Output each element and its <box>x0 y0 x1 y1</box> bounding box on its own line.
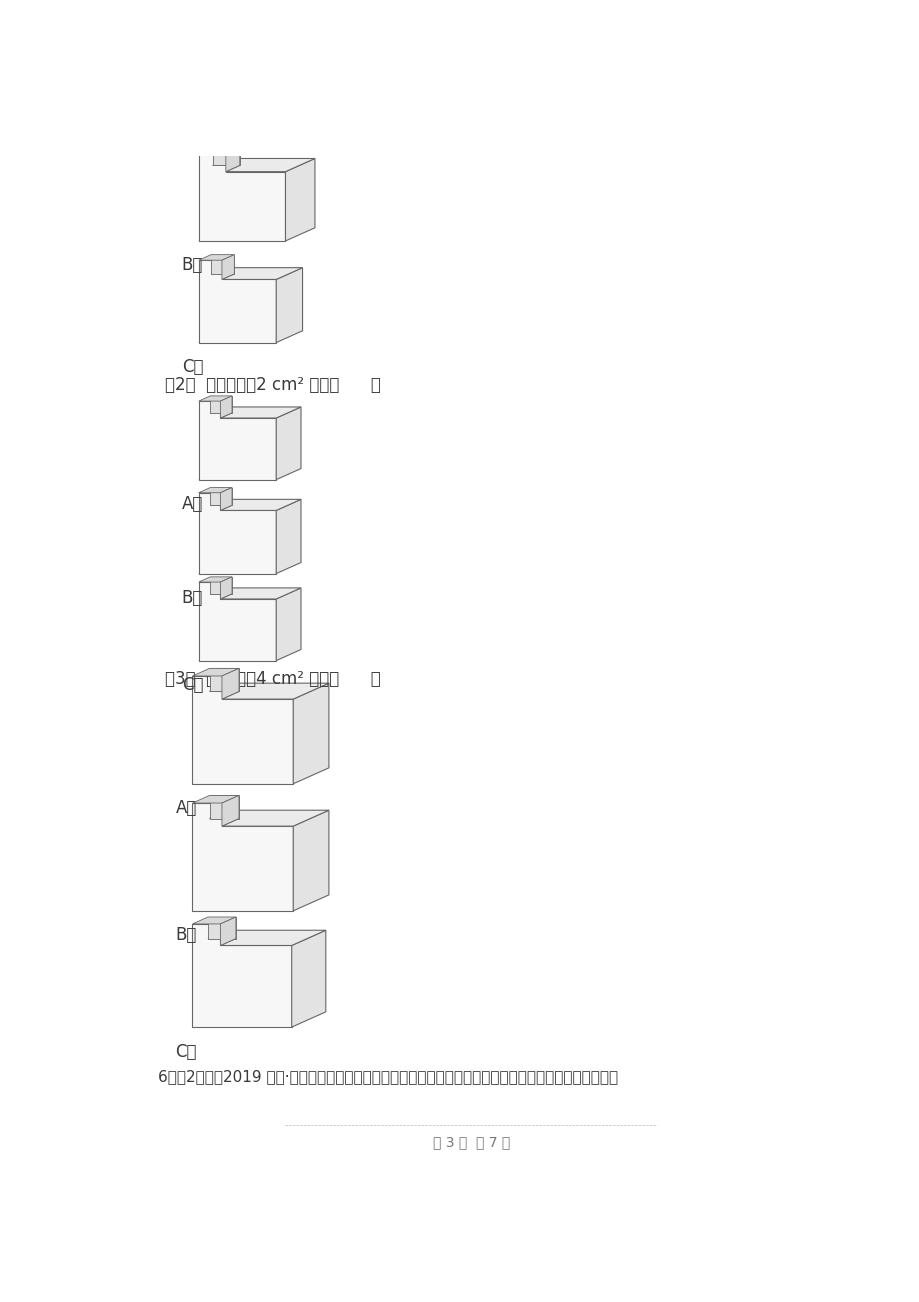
Polygon shape <box>210 268 302 280</box>
Polygon shape <box>199 487 232 492</box>
Polygon shape <box>199 255 234 260</box>
Polygon shape <box>210 684 329 699</box>
Polygon shape <box>221 255 234 280</box>
Text: B．: B． <box>181 256 203 275</box>
Text: B．: B． <box>176 926 197 944</box>
Polygon shape <box>221 577 232 599</box>
Polygon shape <box>293 684 329 784</box>
Polygon shape <box>199 396 232 401</box>
Polygon shape <box>225 143 240 172</box>
Polygon shape <box>199 143 240 150</box>
Polygon shape <box>276 500 301 574</box>
Polygon shape <box>210 668 239 691</box>
Polygon shape <box>210 500 301 510</box>
Text: C．: C． <box>181 358 203 376</box>
Polygon shape <box>192 803 293 911</box>
Text: A．: A． <box>181 495 203 513</box>
Polygon shape <box>221 396 232 418</box>
Polygon shape <box>192 924 291 1027</box>
Text: （3）  表面积增加4 cm² 的是（      ）: （3） 表面积增加4 cm² 的是（ ） <box>165 669 380 687</box>
Text: C．: C． <box>176 1043 197 1061</box>
Polygon shape <box>210 589 301 599</box>
Text: B．: B． <box>181 589 203 607</box>
Polygon shape <box>210 810 329 827</box>
Polygon shape <box>210 255 234 273</box>
Text: （2）  表面积增加2 cm² 的是（      ）: （2） 表面积增加2 cm² 的是（ ） <box>165 376 380 393</box>
Text: C．: C． <box>181 676 203 694</box>
Polygon shape <box>208 917 235 939</box>
Text: A．: A． <box>176 799 197 818</box>
Polygon shape <box>192 668 239 676</box>
Polygon shape <box>210 408 301 418</box>
Polygon shape <box>291 930 325 1027</box>
Polygon shape <box>192 917 235 924</box>
Polygon shape <box>210 577 232 594</box>
Polygon shape <box>199 582 276 660</box>
Polygon shape <box>285 159 314 241</box>
Polygon shape <box>276 408 301 479</box>
Polygon shape <box>199 401 276 479</box>
Polygon shape <box>221 917 235 945</box>
Polygon shape <box>208 930 325 945</box>
Polygon shape <box>210 487 232 505</box>
Polygon shape <box>192 796 239 803</box>
Polygon shape <box>221 668 239 699</box>
Polygon shape <box>276 268 302 342</box>
Text: 6．（2分）（2019 五下·平舆月考）有一个长方体，其中的两组对面如图所示，这个长方体的另一组对面是: 6．（2分）（2019 五下·平舆月考）有一个长方体，其中的两组对面如图所示，这… <box>157 1069 617 1085</box>
Polygon shape <box>199 260 276 342</box>
Polygon shape <box>210 796 239 819</box>
Text: 第 3 页  共 7 页: 第 3 页 共 7 页 <box>433 1135 509 1150</box>
Polygon shape <box>221 796 239 827</box>
Polygon shape <box>212 143 240 165</box>
Polygon shape <box>192 676 293 784</box>
Polygon shape <box>212 159 314 172</box>
Polygon shape <box>276 589 301 660</box>
Polygon shape <box>199 150 285 241</box>
Polygon shape <box>199 492 276 574</box>
Polygon shape <box>199 577 232 582</box>
Polygon shape <box>210 396 232 413</box>
Polygon shape <box>221 487 232 510</box>
Polygon shape <box>293 810 329 911</box>
